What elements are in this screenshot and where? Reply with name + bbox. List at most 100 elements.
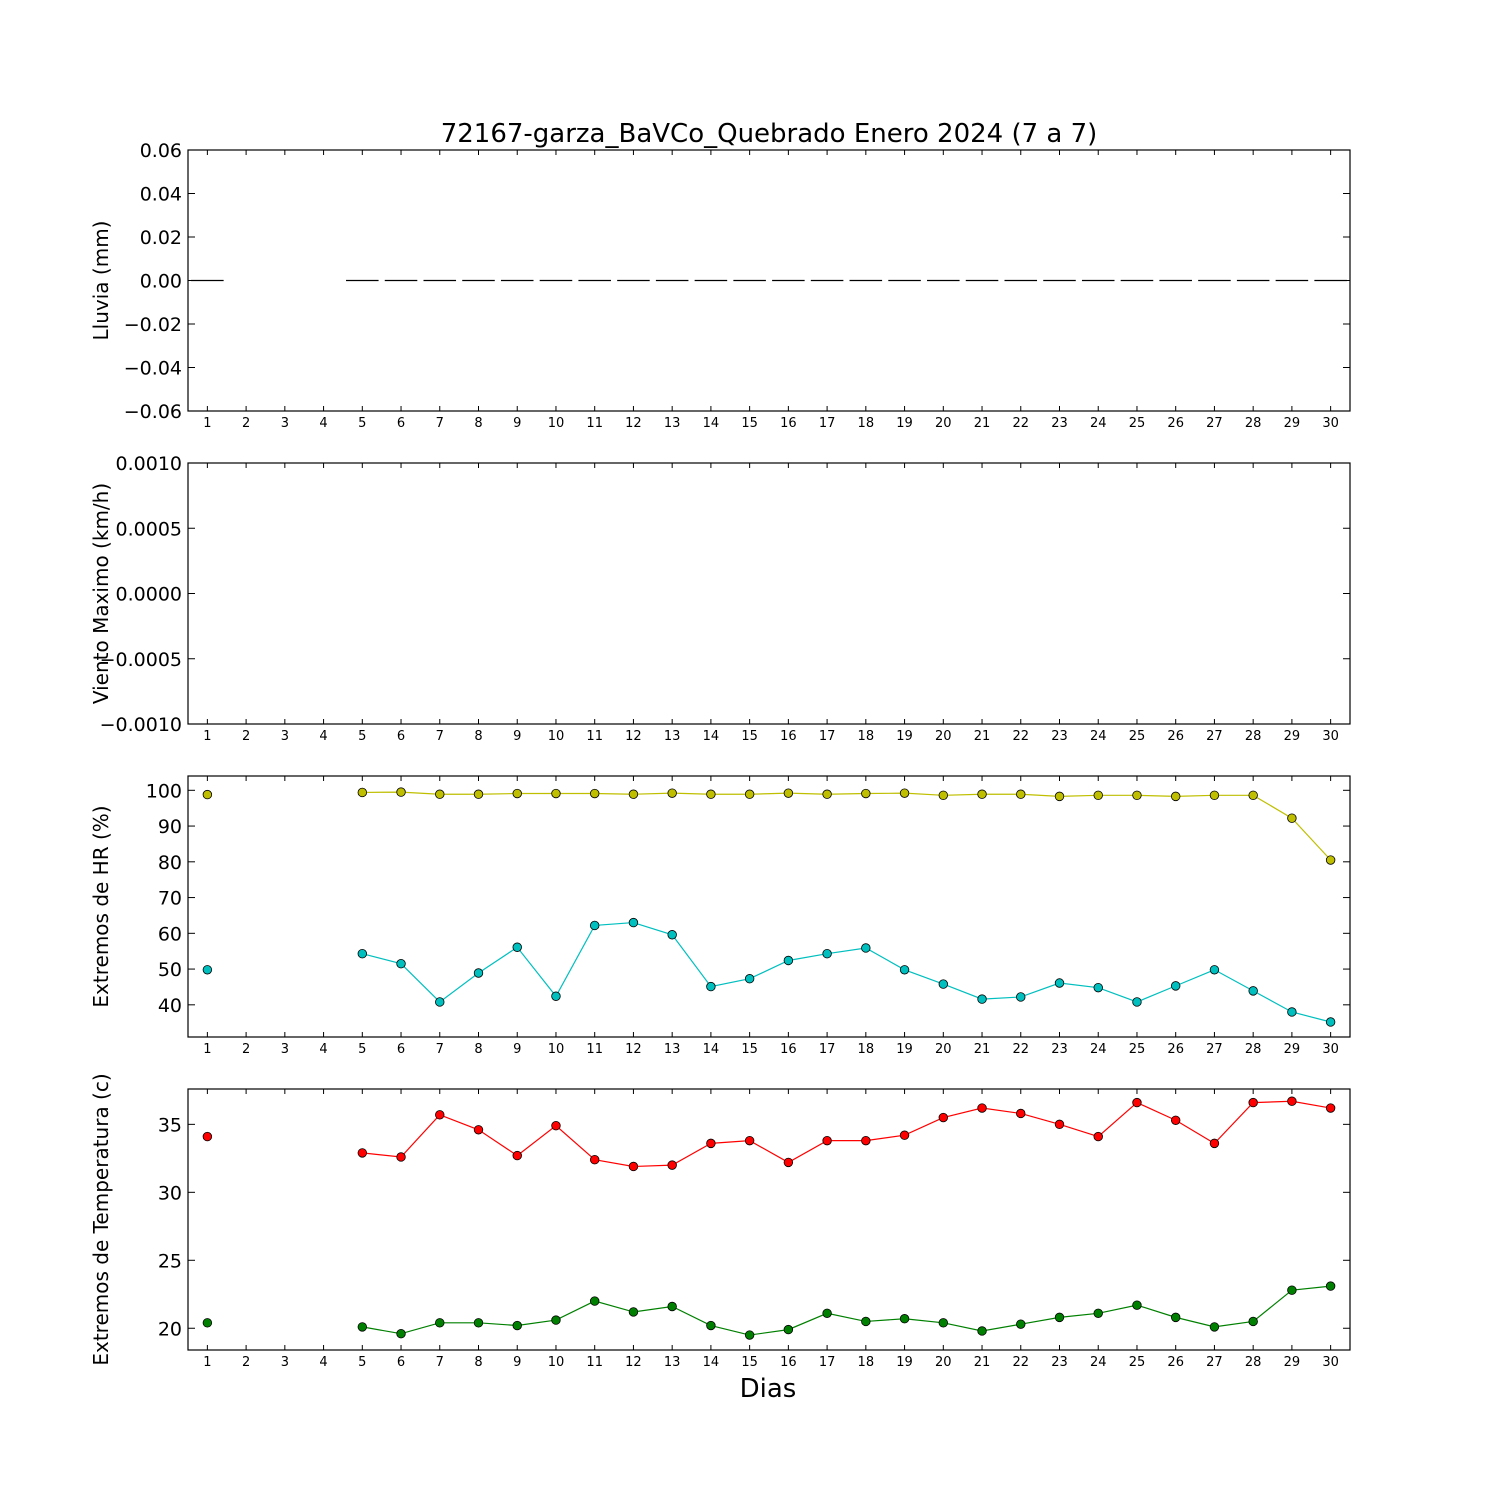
data-point — [551, 1121, 561, 1131]
data-point — [628, 789, 639, 799]
x-tick-label: 21 — [974, 416, 991, 431]
panel-2: 1 2 3 4 5 6 7 8 9 10 11 12 13 14 15 16 17 18 19 20 21 22 23 24 2… — [89, 453, 1351, 744]
x-tick-label: 3 — [281, 729, 289, 744]
x-tick-label: 25 — [1129, 1042, 1146, 1057]
data-point — [1093, 982, 1103, 993]
data-point — [1132, 1097, 1142, 1108]
data-point — [783, 1157, 794, 1168]
x-tick-label: 12 — [625, 1042, 642, 1057]
x-axis-label: Dias — [740, 1374, 797, 1404]
x-tick-label: 26 — [1167, 729, 1184, 744]
data-point — [357, 787, 368, 798]
y-tick-label: −0.02 — [124, 314, 182, 336]
data-point — [667, 788, 677, 798]
x-tick-label: 16 — [780, 729, 797, 744]
x-tick-label: 24 — [1090, 416, 1107, 431]
x-tick-label: 4 — [319, 416, 327, 431]
x-tick-label: 5 — [358, 416, 366, 431]
data-point — [590, 920, 600, 931]
data-point — [706, 1320, 716, 1331]
x-tick-label: 10 — [548, 729, 565, 744]
x-tick-label: 9 — [513, 1042, 521, 1057]
x-tick-label: 2 — [242, 416, 250, 431]
data-point — [1170, 1115, 1181, 1125]
data-point — [822, 1308, 832, 1318]
y-tick-label: 90 — [158, 816, 182, 838]
x-tick-label: 27 — [1206, 729, 1223, 744]
y-axis-label: Lluvia (mm) — [89, 221, 113, 341]
data-point — [783, 1324, 794, 1335]
data-point — [744, 1135, 755, 1146]
data-point — [435, 789, 445, 799]
x-tick-label: 20 — [935, 1042, 952, 1057]
x-tick-label: 5 — [358, 1042, 366, 1057]
x-tick-label: 7 — [436, 1042, 444, 1057]
x-tick-label: 24 — [1090, 1042, 1107, 1057]
x-tick-label: 9 — [513, 1355, 521, 1370]
data-point — [473, 789, 484, 799]
data-point — [1170, 981, 1181, 991]
x-tick-label: 29 — [1284, 1355, 1301, 1370]
x-tick-label: 23 — [1051, 729, 1068, 744]
x-tick-label: 17 — [819, 1355, 836, 1370]
x-tick-label: 13 — [664, 416, 681, 431]
y-tick-label: 0.0005 — [116, 518, 182, 540]
data-point — [899, 788, 910, 798]
x-tick-label: 29 — [1284, 1042, 1301, 1057]
x-tick-label: 22 — [1012, 1042, 1029, 1057]
data-point — [938, 790, 949, 801]
x-tick-label: 4 — [319, 1042, 327, 1057]
y-tick-label: 0.06 — [140, 140, 182, 162]
x-tick-label: 29 — [1284, 729, 1301, 744]
x-tick-label: 19 — [896, 729, 913, 744]
data-point — [1132, 1300, 1142, 1310]
plot-frame — [187, 149, 1351, 412]
x-tick-label: 12 — [625, 729, 642, 744]
x-tick-label: 14 — [703, 729, 720, 744]
x-tick-label: 15 — [741, 1355, 758, 1370]
data-point — [938, 979, 949, 989]
x-tick-label: 9 — [513, 416, 521, 431]
x-tick-label: 18 — [858, 416, 875, 431]
x-tick-label: 18 — [858, 1042, 875, 1057]
x-tick-label: 30 — [1322, 1355, 1339, 1370]
data-point — [1054, 1119, 1065, 1130]
x-tick-label: 1 — [203, 416, 211, 431]
x-tick-label: 28 — [1245, 1042, 1262, 1057]
x-tick-label: 21 — [974, 729, 991, 744]
x-tick-label: 18 — [858, 1355, 875, 1370]
x-tick-label: 4 — [319, 1355, 327, 1370]
x-tick-label: 6 — [397, 729, 405, 744]
x-tick-label: 16 — [780, 416, 797, 431]
data-point — [1287, 1007, 1297, 1017]
x-tick-label: 27 — [1206, 1042, 1223, 1057]
data-point — [357, 1148, 368, 1158]
data-point — [512, 1150, 522, 1161]
data-point — [1132, 997, 1142, 1007]
x-tick-label: 30 — [1322, 416, 1339, 431]
data-point — [977, 994, 987, 1004]
x-tick-label: 17 — [819, 1042, 836, 1057]
panel-1: 1 2 3 4 5 6 7 8 9 10 11 12 13 14 15 16 17 18 19 20 21 22 23 24 2… — [89, 140, 1351, 431]
x-tick-label: 2 — [242, 1355, 250, 1370]
data-point — [1287, 1096, 1297, 1106]
data-point — [1170, 791, 1181, 802]
x-tick-label: 26 — [1167, 1042, 1184, 1057]
data-point — [435, 1318, 445, 1328]
y-tick-label: 0.0010 — [116, 453, 182, 475]
y-axis-label: Extremos de HR (%) — [89, 805, 113, 1007]
y-tick-label: 70 — [158, 888, 182, 910]
x-tick-label: 26 — [1167, 1355, 1184, 1370]
data-point — [1054, 1312, 1065, 1323]
x-tick-label: 19 — [896, 1355, 913, 1370]
x-tick-label: 6 — [397, 416, 405, 431]
x-tick-label: 20 — [935, 729, 952, 744]
x-tick-label: 28 — [1245, 1355, 1262, 1370]
x-tick-label: 3 — [281, 416, 289, 431]
data-point — [1209, 790, 1220, 801]
data-point — [628, 1161, 639, 1172]
x-tick-label: 9 — [513, 729, 521, 744]
x-tick-label: 23 — [1051, 1042, 1068, 1057]
x-tick-label: 7 — [436, 1355, 444, 1370]
x-tick-label: 13 — [664, 729, 681, 744]
